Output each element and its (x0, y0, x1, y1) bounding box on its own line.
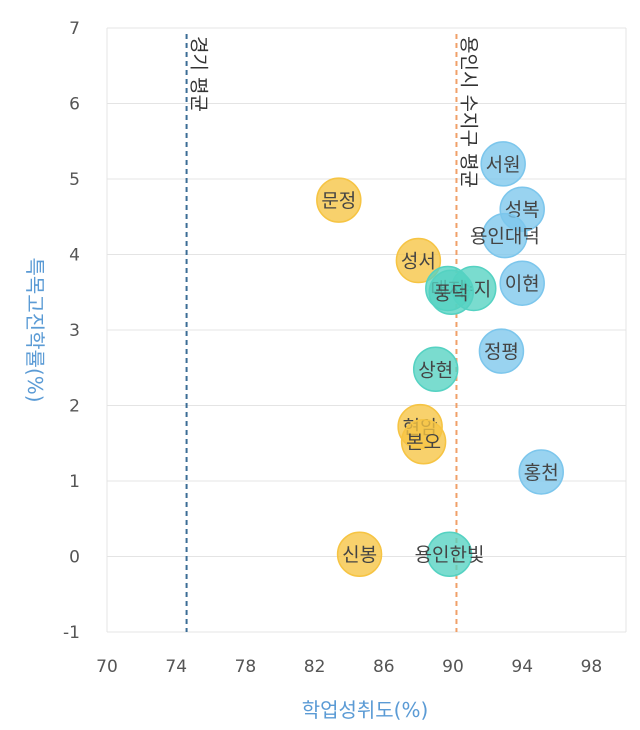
bubble-marker (499, 260, 545, 306)
y-tick-label: 4 (69, 246, 80, 266)
bubble-label: 성서 (401, 251, 436, 273)
y-tick-label: 0 (69, 548, 80, 568)
reference-line-label: 용인시 수지구 평균 (457, 36, 479, 188)
bubble-marker (428, 269, 475, 315)
bubble-label: 홍천 (524, 462, 559, 484)
bubble-label: 용인대덕 (470, 226, 540, 248)
x-axis-title: 학업성취도(%) (302, 698, 429, 722)
bubble-marker (400, 418, 447, 465)
y-tick-label: 1 (69, 472, 80, 492)
bubble-marker (395, 237, 442, 284)
data-point: 홍천 (518, 449, 564, 495)
gridlines (106, 27, 627, 633)
bubble-label: 서원 (486, 154, 521, 176)
y-tick-label: 6 (69, 95, 80, 115)
data-point: 용인한빛 (415, 531, 485, 577)
data-point: 성서 (395, 237, 442, 284)
data-points: 서원성복용인대덕이현정평홍천문정성서현암본오신봉수지대지풍덕상현용인한빛 (316, 141, 564, 577)
y-axis-title: 특목고진학률(%) (23, 257, 47, 402)
y-tick-label: 7 (69, 19, 80, 39)
data-point: 상현 (412, 346, 459, 393)
data-point: 풍덕 (428, 269, 475, 315)
bubble-marker (412, 346, 459, 393)
data-point: 문정 (316, 177, 362, 223)
x-tick-label: 86 (373, 657, 395, 677)
tick-labels: -1 0 1 2 3 4 5 6 7 70 74 78 82 86 90 94 98 (63, 19, 602, 677)
data-point: 신봉 (336, 531, 383, 577)
bubble-marker (478, 328, 525, 374)
reference-line-label: 경기 평균 (188, 36, 210, 112)
bubble-label: 신봉 (342, 544, 377, 566)
bubble-label: 풍덕 (434, 282, 469, 304)
bubble-label: 상현 (418, 359, 453, 381)
data-point: 이현 (499, 260, 545, 306)
x-tick-label: 70 (96, 657, 118, 677)
y-tick-label: -1 (63, 623, 80, 643)
bubble-marker (426, 531, 473, 577)
bubble-marker (518, 449, 564, 495)
bubble-marker (316, 177, 362, 223)
bubble-marker (336, 531, 383, 577)
bubble-label: 정평 (484, 341, 519, 363)
y-tick-label: 2 (69, 397, 80, 417)
data-point: 정평 (478, 328, 525, 374)
x-tick-label: 94 (511, 657, 533, 677)
data-point: 용인대덕 (470, 212, 540, 259)
x-tick-label: 78 (235, 657, 257, 677)
bubble-marker (480, 141, 526, 187)
data-point: 본오 (400, 418, 447, 465)
bubble-label: 문정 (321, 190, 356, 212)
bubble-label: 용인한빛 (415, 544, 485, 566)
x-tick-label: 90 (442, 657, 464, 677)
reference-lines: 경기 평균 용인시 수지구 평균 (185, 34, 479, 632)
bubble-label: 본오 (406, 432, 441, 454)
y-tick-label: 3 (69, 321, 80, 341)
data-point: 서원 (480, 141, 526, 187)
bubble-marker (482, 212, 528, 259)
bubble-label: 이현 (505, 273, 540, 295)
x-tick-label: 82 (304, 657, 326, 677)
x-tick-label: 74 (165, 657, 187, 677)
x-tick-label: 98 (581, 657, 603, 677)
y-tick-label: 5 (69, 170, 80, 190)
